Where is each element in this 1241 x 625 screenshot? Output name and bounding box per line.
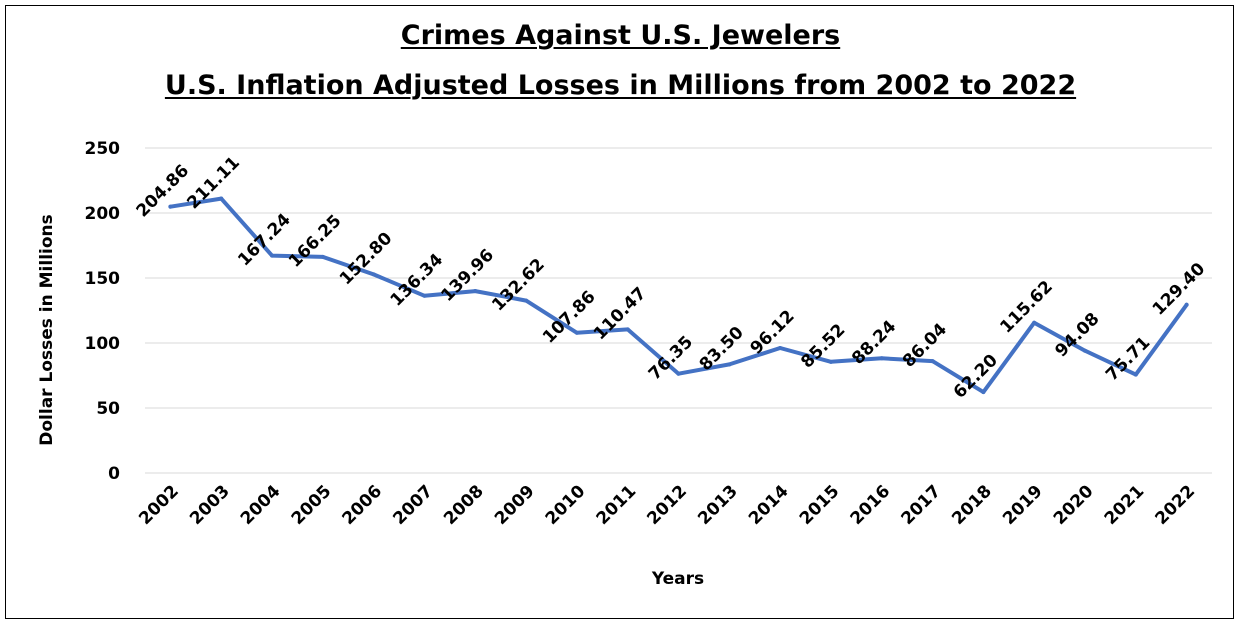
x-tick-label: 2004 bbox=[237, 481, 285, 529]
x-axis-ticks: 2002 2003 2004 2005 2006 2007 2008 2009 2010 2011… bbox=[135, 481, 1199, 529]
x-tick-label: 2002 bbox=[135, 481, 183, 529]
chart-title: Crimes Against U.S. Jewelers bbox=[400, 20, 841, 51]
y-tick-label: 50 bbox=[96, 399, 120, 419]
data-point bbox=[371, 272, 376, 277]
y-tick-label: 0 bbox=[108, 464, 120, 484]
x-tick-label: 2005 bbox=[288, 481, 336, 529]
data-label: 167.24 bbox=[234, 210, 295, 271]
x-tick-label: 2015 bbox=[796, 481, 844, 529]
data-point bbox=[422, 293, 427, 298]
y-tick-label: 100 bbox=[85, 334, 121, 354]
data-point bbox=[828, 359, 833, 364]
data-point bbox=[727, 362, 732, 367]
data-point bbox=[981, 390, 986, 395]
x-tick-label: 2019 bbox=[999, 481, 1047, 529]
data-label: 110.47 bbox=[590, 284, 651, 345]
data-point bbox=[574, 330, 579, 335]
data-label: 85.52 bbox=[797, 320, 849, 372]
x-tick-label: 2020 bbox=[1050, 481, 1098, 529]
y-tick-label: 200 bbox=[85, 204, 121, 224]
x-tick-label: 2016 bbox=[847, 481, 895, 529]
gridlines bbox=[145, 147, 1212, 474]
x-tick-label: 2009 bbox=[491, 481, 539, 529]
data-point bbox=[778, 346, 783, 351]
data-point bbox=[676, 371, 681, 376]
series-losses bbox=[168, 196, 1189, 395]
data-point bbox=[168, 204, 173, 209]
data-label: 211.11 bbox=[183, 153, 244, 214]
data-label: 76.35 bbox=[645, 332, 697, 384]
x-tick-label: 2011 bbox=[593, 481, 641, 529]
x-tick-label: 2021 bbox=[1101, 481, 1149, 529]
x-tick-label: 2006 bbox=[339, 481, 387, 529]
data-label: 86.04 bbox=[899, 319, 951, 371]
data-label: 204.86 bbox=[133, 161, 194, 222]
data-point bbox=[219, 196, 224, 201]
x-axis-label: Years bbox=[651, 569, 704, 589]
x-tick-label: 2014 bbox=[745, 481, 793, 529]
chart-frame bbox=[5, 5, 1234, 619]
x-tick-label: 2008 bbox=[440, 481, 488, 529]
y-axis-label: Dollar Losses in Millions bbox=[37, 214, 57, 446]
x-tick-label: 2007 bbox=[389, 481, 437, 529]
x-tick-label: 2022 bbox=[1152, 481, 1200, 529]
data-point bbox=[625, 327, 630, 332]
data-label: 139.96 bbox=[437, 245, 498, 306]
data-point bbox=[320, 254, 325, 259]
data-point bbox=[1082, 348, 1087, 353]
x-tick-label: 2013 bbox=[694, 481, 742, 529]
data-point bbox=[270, 253, 275, 258]
data-point bbox=[1184, 302, 1189, 307]
data-point bbox=[879, 356, 884, 361]
y-tick-label: 150 bbox=[85, 269, 121, 289]
data-point bbox=[1032, 320, 1037, 325]
data-label: 136.34 bbox=[387, 250, 448, 311]
data-label: 129.40 bbox=[1149, 259, 1210, 320]
x-tick-label: 2010 bbox=[542, 481, 590, 529]
data-point bbox=[524, 298, 529, 303]
y-axis-ticks: 0 50 100 150 200 250 bbox=[85, 139, 121, 484]
data-point bbox=[930, 359, 935, 364]
x-tick-label: 2018 bbox=[948, 481, 996, 529]
x-tick-label: 2012 bbox=[643, 481, 691, 529]
x-tick-label: 2003 bbox=[186, 481, 234, 529]
chart-subtitle: U.S. Inflation Adjusted Losses in Millio… bbox=[164, 70, 1077, 101]
y-tick-label: 250 bbox=[85, 139, 121, 159]
x-tick-label: 2017 bbox=[897, 481, 945, 529]
data-label: 132.62 bbox=[488, 255, 549, 316]
data-point bbox=[473, 289, 478, 294]
data-label: 107.86 bbox=[539, 287, 600, 348]
data-point bbox=[1133, 372, 1138, 377]
